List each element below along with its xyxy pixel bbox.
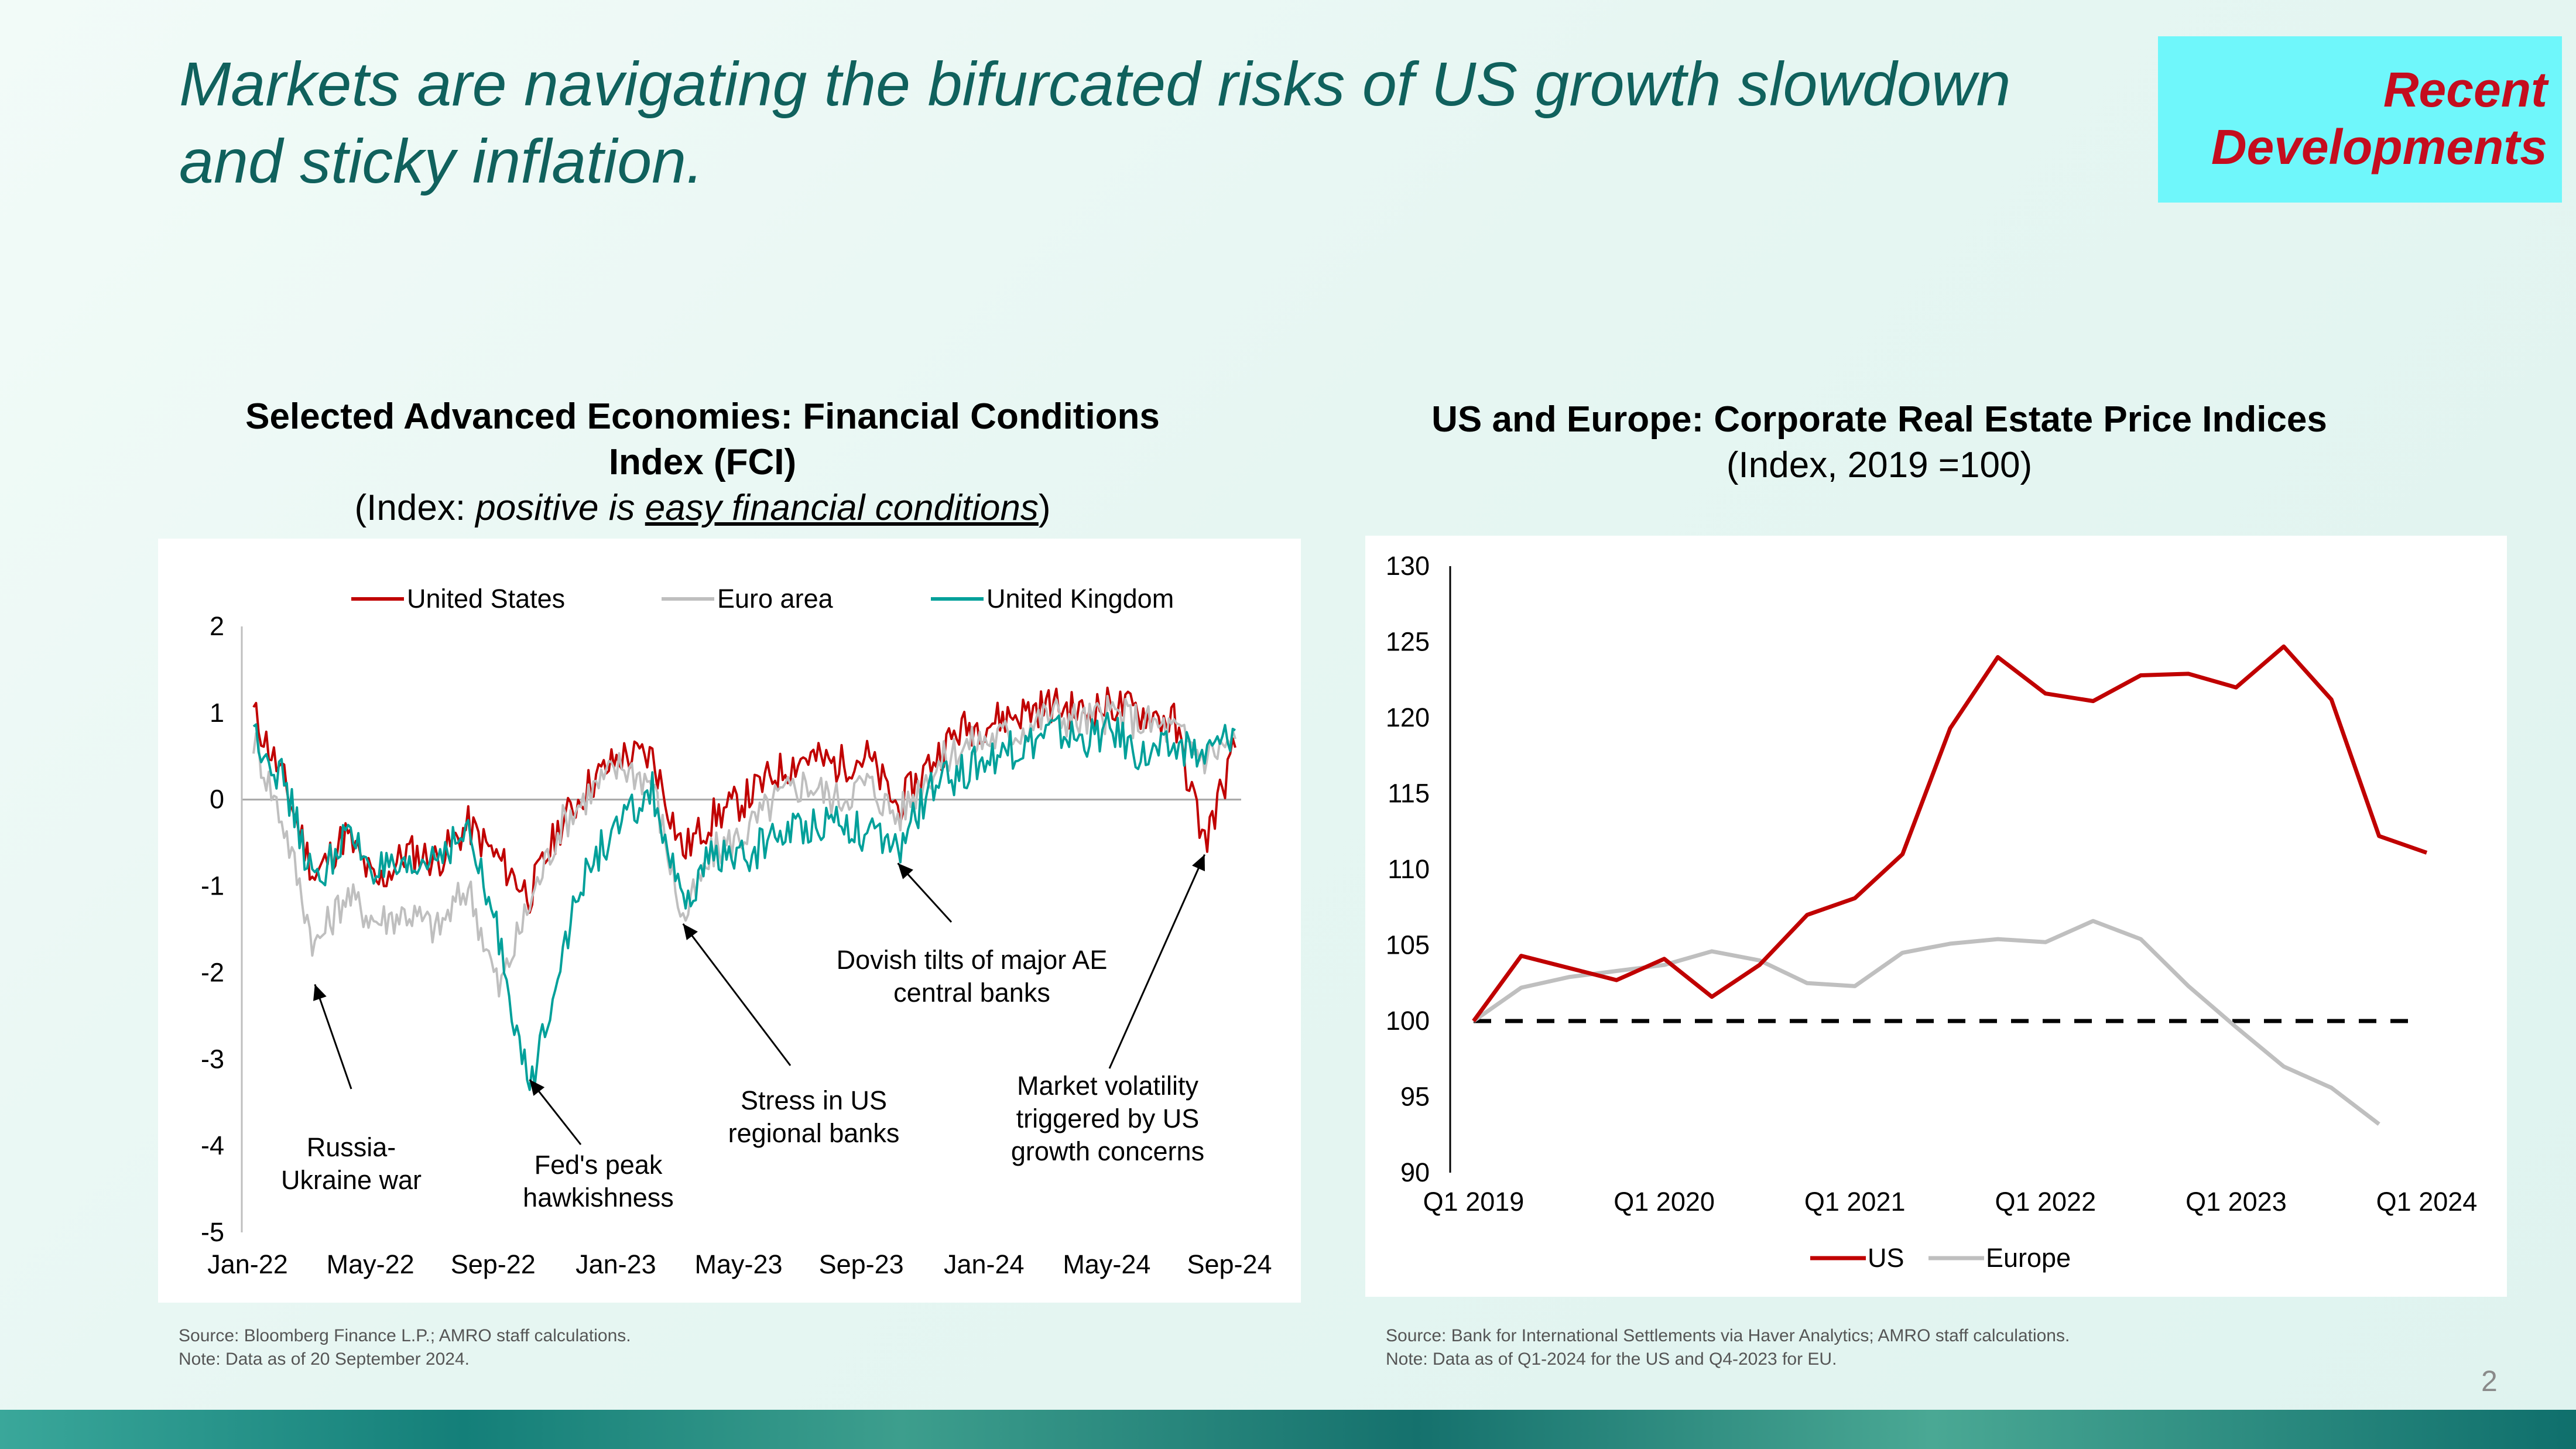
annotation-text-line: Dovish tilts of major AE (837, 945, 1108, 975)
y-tick-label: 95 (1400, 1082, 1430, 1112)
footer-band (0, 1410, 2576, 1449)
annotation-arrow-line (1108, 854, 1205, 1069)
left-chart-title-line-1: Selected Advanced Economies: Financial C… (245, 396, 1160, 437)
left-chart-subtitle-suffix: ) (1038, 488, 1051, 528)
y-tick-label: -3 (201, 1044, 224, 1074)
annotation-arrow-head (313, 984, 327, 1001)
right-note: Note: Data as of Q1-2024 for the US and … (1386, 1349, 1837, 1369)
page-number: 2 (2481, 1365, 2498, 1397)
x-tick-label: Jan-24 (944, 1249, 1025, 1279)
x-tick-label: Sep-24 (1187, 1249, 1272, 1279)
y-tick-label: 0 (210, 785, 224, 814)
annotation-text-line: regional banks (728, 1118, 900, 1148)
annotation-text-line: Stress in US (741, 1085, 887, 1115)
y-tick-label: -2 (201, 957, 224, 987)
y-tick-label: 100 (1386, 1006, 1430, 1036)
annotation-arrow-line (314, 984, 352, 1090)
x-tick-label: Q1 2022 (1995, 1187, 2096, 1217)
slide-title-line-1: Markets are navigating the bifurcated ri… (179, 50, 2011, 119)
slide-title-line-2: and sticky inflation. (179, 127, 704, 196)
badge-line-1: Recent (2383, 62, 2547, 117)
x-tick-label: May-23 (694, 1249, 782, 1279)
x-tick-label: Sep-22 (451, 1249, 536, 1279)
right-chart-heading: US and Europe: Corporate Real Estate Pri… (1364, 397, 2395, 488)
x-tick-label: Jan-22 (207, 1249, 288, 1279)
annotation-fed-s-peak-hawkishness: Fed's peak hawkishness (523, 1079, 674, 1212)
left-chart-subtitle-prefix: (Index: (354, 488, 476, 528)
left-chart-subtitle: (Index: positive is easy financial condi… (158, 485, 1247, 531)
x-tick-label: Q1 2021 (1804, 1187, 1906, 1217)
left-source-note: Source: Bloomberg Finance L.P.; AMRO sta… (179, 1324, 631, 1371)
series-line-us (1472, 644, 2428, 1023)
annotation-russia-ukraine-war: Russia-Ukraine war (281, 984, 422, 1195)
left-chart-subtitle-underline: easy financial conditions (645, 488, 1039, 528)
series-line-united-states (252, 686, 1236, 914)
x-tick-label: May-24 (1063, 1249, 1150, 1279)
x-tick-label: Q1 2024 (2376, 1187, 2478, 1217)
series-line-europe (1472, 919, 2380, 1126)
series-line-united-kingdom (252, 711, 1236, 1091)
y-tick-label: -4 (201, 1131, 224, 1160)
legend-label-united-states: United States (407, 584, 565, 614)
legend-label-euro-area: Euro area (717, 584, 834, 614)
legend-label-united-kingdom: United Kingdom (986, 584, 1174, 614)
annotation-text-line: Market volatility (1017, 1071, 1199, 1101)
x-tick-label: Q1 2019 (1423, 1187, 1525, 1217)
y-tick-label: 130 (1386, 551, 1430, 581)
annotation-arrow-head (529, 1080, 545, 1096)
left-chart-title-line-2: Index (FCI) (608, 442, 797, 482)
annotation-text-line: Russia- (307, 1132, 396, 1162)
badge-line-2: Developments (2211, 119, 2547, 174)
right-source-note: Source: Bank for International Settlemen… (1386, 1324, 2070, 1371)
annotation-arrow-line (682, 923, 792, 1066)
annotation-text-line: growth concerns (1011, 1136, 1204, 1166)
annotation-text-line: Ukraine war (281, 1165, 422, 1195)
right-chart-subtitle: (Index, 2019 =100) (1726, 445, 2033, 485)
x-tick-label: Sep-23 (819, 1249, 904, 1279)
legend-label-us: US (1868, 1243, 1904, 1273)
y-tick-label: 125 (1386, 627, 1430, 657)
annotation-arrow-head (1192, 854, 1205, 872)
x-tick-label: Jan-23 (576, 1249, 656, 1279)
y-tick-label: 1 (210, 698, 224, 728)
annotation-arrow-head (683, 923, 698, 940)
y-tick-label: 120 (1386, 703, 1430, 732)
y-tick-label: 110 (1388, 854, 1430, 884)
y-tick-label: -1 (201, 871, 224, 901)
annotation-text-line: Fed's peak (535, 1150, 663, 1180)
section-badge-text: Recent Developments (2173, 61, 2547, 176)
y-tick-label: 2 (210, 611, 224, 641)
section-badge: Recent Developments (2158, 36, 2562, 203)
cre-chart-panel: 130 125 120 115 110 105 100 95 90 Q1 2019 Q1 2020 Q… (1365, 536, 2507, 1297)
annotation-market-volatility-triggered-by-us-growth-concerns: Market volatility triggered by US growth c… (1011, 854, 1205, 1166)
fci-chart-panel: 2 1 0 -1 -2 -3 -4 -5 Jan-22 May-22 Sep-22 Jan-23 May… (158, 539, 1301, 1303)
x-tick-label: Q1 2020 (1614, 1187, 1715, 1217)
left-note: Note: Data as of 20 September 2024. (179, 1349, 470, 1369)
left-chart-subtitle-italic: positive is (475, 488, 645, 528)
left-source: Source: Bloomberg Finance L.P.; AMRO sta… (179, 1326, 631, 1345)
annotation-text-line: central banks (893, 978, 1050, 1008)
y-tick-label: 115 (1388, 779, 1430, 809)
y-tick-label: 90 (1400, 1157, 1430, 1187)
x-tick-label: Q1 2023 (2186, 1187, 2287, 1217)
annotation-text-line: hawkishness (523, 1183, 674, 1212)
annotation-arrow-head (898, 863, 913, 879)
annotation-text-line: triggered by US (1016, 1104, 1200, 1133)
right-chart-title: US and Europe: Corporate Real Estate Pri… (1431, 399, 2327, 440)
right-source: Source: Bank for International Settlemen… (1386, 1326, 2070, 1345)
x-tick-label: May-22 (327, 1249, 415, 1279)
left-chart-heading: Selected Advanced Economies: Financial C… (158, 394, 1247, 531)
y-tick-label: 105 (1386, 930, 1430, 960)
y-tick-label: -5 (201, 1217, 224, 1247)
legend-label-europe: Europe (1986, 1243, 2071, 1273)
slide-title: Markets are navigating the bifurcated ri… (179, 46, 2111, 200)
